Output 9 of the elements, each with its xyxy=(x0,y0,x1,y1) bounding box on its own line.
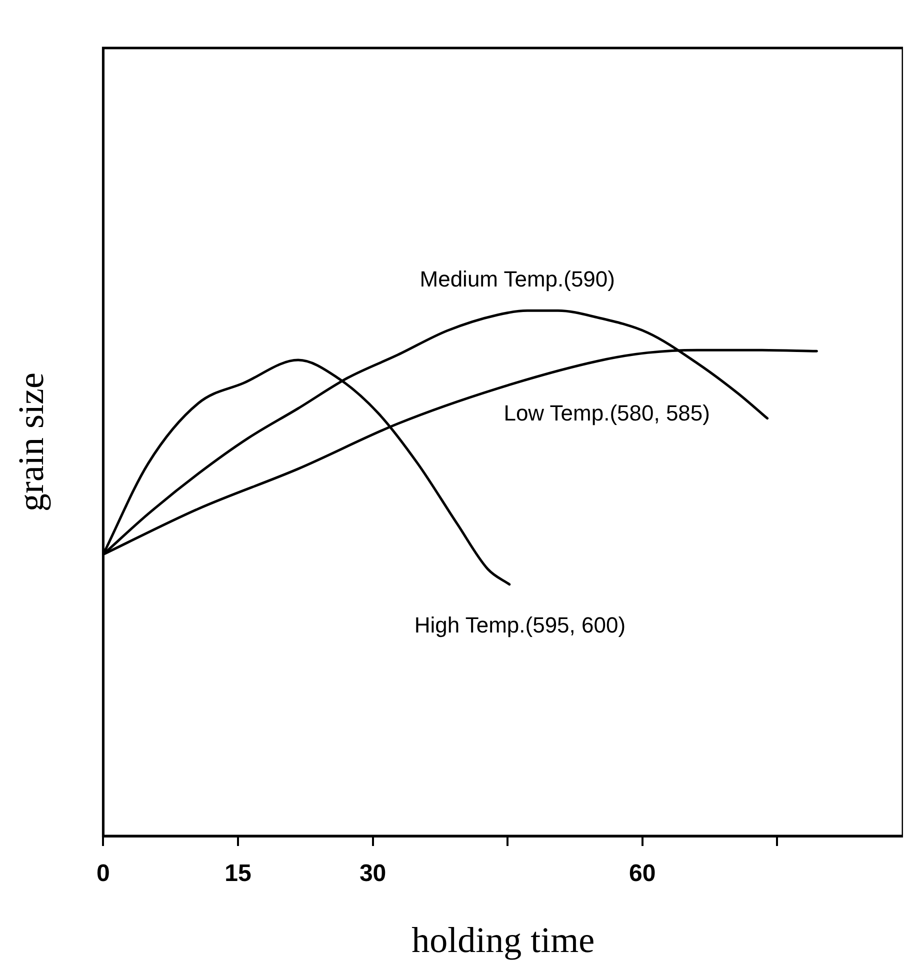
x-tick-label: 0 xyxy=(96,860,110,888)
x-tick-label: 30 xyxy=(359,860,386,888)
series-label: High Temp.(595, 600) xyxy=(414,612,626,638)
x-tick-label: 15 xyxy=(224,860,252,888)
y-axis-title: grain size xyxy=(11,372,52,512)
x-tick-label: 60 xyxy=(629,860,656,888)
x-axis-title: holding time xyxy=(412,920,595,960)
series-label: Low Temp.(580, 585) xyxy=(504,400,710,426)
series-label: Medium Temp.(590) xyxy=(420,266,615,292)
